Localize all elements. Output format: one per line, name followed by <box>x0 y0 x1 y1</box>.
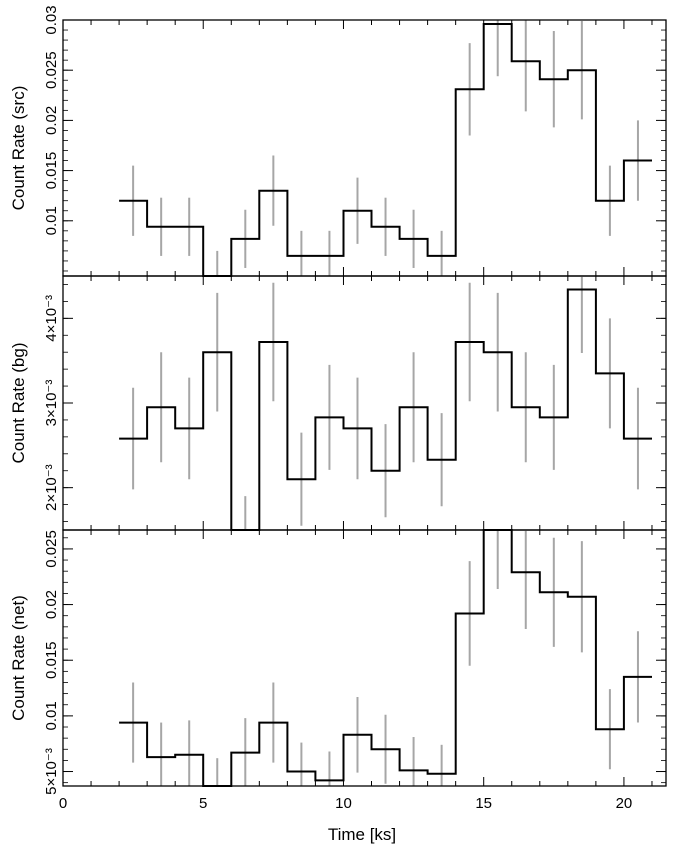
bg-step-line <box>119 288 652 531</box>
src-y-tick-label: 0.025 <box>43 51 60 89</box>
src-y-axis-title: Count Rate (src) <box>9 86 28 211</box>
panel-src: 0.01 0.015 0.02 0.025 0.03 Count Rate (src) <box>9 5 667 277</box>
src-y-tick-label: 0.01 <box>43 206 60 235</box>
net-y-tick-label: 0.02 <box>43 590 60 619</box>
src-plot-frame <box>62 19 667 277</box>
panel-net: 5×10⁻³ 0.01 0.015 0.02 0.025 Count Rate (net)… <box>9 529 667 812</box>
net-x-tick-label: 20 <box>616 795 633 812</box>
src-y-tick-label: 0.015 <box>43 152 60 190</box>
bg-y-tick-label: 4×10⁻³ <box>43 295 60 342</box>
src-y-tick-label: 0.02 <box>43 106 60 135</box>
bg-y-tick-label: 2×10⁻³ <box>43 464 60 511</box>
net-x-tick-label: 0 <box>59 795 67 812</box>
net-y-axis-title: Count Rate (net) <box>9 595 28 721</box>
net-plot-frame <box>62 529 667 787</box>
net-y-tick-label: 5×10⁻³ <box>43 748 60 795</box>
net-x-tick-label: 10 <box>335 795 352 812</box>
bg-y-tick-label: 3×10⁻³ <box>43 380 60 427</box>
bg-y-axis-title: Count Rate (bg) <box>9 343 28 464</box>
net-x-tick-label: 15 <box>475 795 492 812</box>
net-y-tick-label: 0.015 <box>43 641 60 679</box>
net-y-tick-label: 0.01 <box>43 701 60 730</box>
src-y-tick-label: 0.03 <box>43 5 60 34</box>
net-x-tick-label: 5 <box>199 795 207 812</box>
panel-bg: 2×10⁻³ 3×10⁻³ 4×10⁻³ Count Rate (bg) <box>9 275 667 531</box>
bg-plot-frame <box>62 275 667 531</box>
net-y-tick-label: 0.025 <box>43 530 60 568</box>
x-axis-title: Time [ks] <box>328 825 396 844</box>
